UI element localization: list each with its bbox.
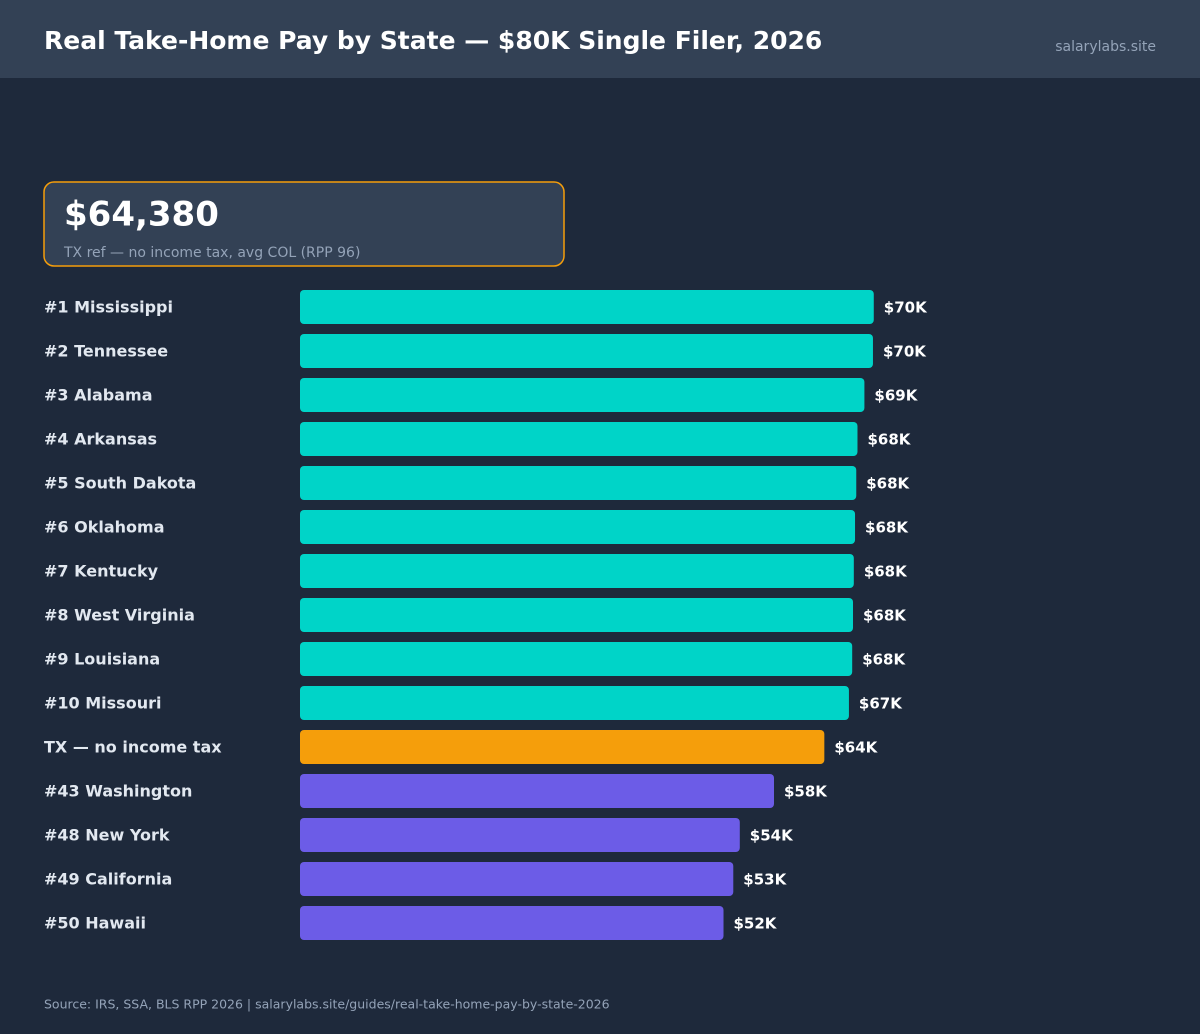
value-label: $68K bbox=[866, 475, 910, 493]
category-label: #43 Washington bbox=[44, 782, 192, 801]
category-label: #49 California bbox=[44, 870, 172, 889]
category-label: #10 Missouri bbox=[44, 694, 161, 713]
value-label: $70K bbox=[883, 343, 927, 361]
bar bbox=[300, 466, 857, 500]
category-label: #5 South Dakota bbox=[44, 474, 196, 493]
category-label: TX — no income tax bbox=[44, 738, 222, 757]
value-label: $52K bbox=[734, 915, 778, 933]
bar bbox=[300, 818, 740, 852]
category-label: #4 Arkansas bbox=[44, 430, 157, 449]
category-label: #8 West Virginia bbox=[44, 606, 195, 625]
bar bbox=[300, 598, 854, 632]
bar bbox=[300, 862, 734, 896]
value-label: $68K bbox=[862, 651, 906, 669]
category-label: #1 Mississippi bbox=[44, 298, 173, 317]
category-label: #9 Louisiana bbox=[44, 650, 160, 669]
bar bbox=[300, 906, 724, 940]
source-note: Source: IRS, SSA, BLS RPP 2026 | salaryl… bbox=[44, 997, 610, 1012]
value-label: $53K bbox=[743, 871, 787, 889]
bar bbox=[300, 730, 825, 764]
value-label: $68K bbox=[863, 607, 907, 625]
callout-value: $64,380 bbox=[64, 195, 219, 235]
chart-title: Real Take-Home Pay by State — $80K Singl… bbox=[44, 26, 822, 55]
bar bbox=[300, 510, 856, 544]
bar bbox=[300, 774, 775, 808]
value-label: $70K bbox=[884, 299, 928, 317]
bar bbox=[300, 334, 873, 368]
category-label: #2 Tennessee bbox=[44, 342, 168, 361]
callout-box bbox=[43, 181, 565, 267]
bar bbox=[300, 642, 853, 676]
value-label: $54K bbox=[750, 827, 794, 845]
value-label: $58K bbox=[784, 783, 828, 801]
category-label: #48 New York bbox=[44, 826, 170, 845]
category-label: #50 Hawaii bbox=[44, 914, 146, 933]
value-label: $64K bbox=[834, 739, 878, 757]
category-label: #7 Kentucky bbox=[44, 562, 159, 581]
callout-note: TX ref — no income tax, avg COL (RPP 96) bbox=[63, 245, 360, 261]
value-label: $68K bbox=[867, 431, 911, 449]
value-label: $68K bbox=[864, 563, 908, 581]
value-label: $68K bbox=[865, 519, 909, 537]
bar bbox=[300, 378, 865, 412]
header bbox=[0, 0, 1200, 78]
bar bbox=[300, 686, 849, 720]
bar bbox=[300, 422, 858, 456]
value-label: $69K bbox=[874, 387, 918, 405]
category-label: #6 Oklahoma bbox=[44, 518, 164, 537]
bar bbox=[300, 554, 854, 588]
value-label: $67K bbox=[859, 695, 903, 713]
category-label: #3 Alabama bbox=[44, 386, 153, 405]
site-name: salarylabs.site bbox=[1055, 39, 1156, 55]
bar bbox=[300, 290, 874, 324]
